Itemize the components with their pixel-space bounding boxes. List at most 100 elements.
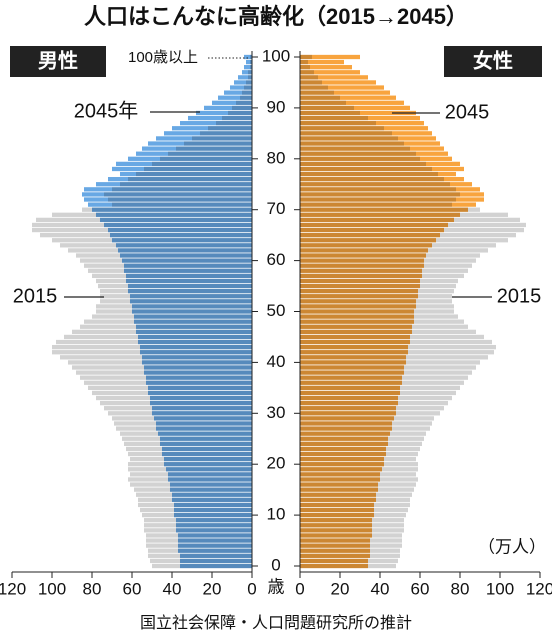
series-label: 2045年	[74, 99, 139, 122]
bar	[144, 365, 252, 370]
bar	[300, 360, 406, 365]
bar	[166, 467, 252, 472]
bar	[128, 288, 252, 294]
bar	[300, 421, 392, 426]
bar	[300, 350, 408, 355]
bar	[300, 243, 432, 248]
bar	[300, 273, 422, 279]
bar	[180, 558, 252, 564]
bar	[150, 395, 252, 401]
bar	[156, 136, 252, 141]
bar	[300, 217, 454, 223]
chart-title: 人口はこんなに高齢化（2015→2045）	[84, 4, 468, 29]
bar	[300, 110, 416, 116]
bar	[300, 182, 472, 187]
bar	[300, 563, 368, 569]
bar	[300, 411, 396, 416]
bar	[300, 146, 444, 151]
bar	[142, 146, 252, 151]
bar	[242, 70, 252, 75]
bar	[300, 472, 380, 477]
bar	[180, 121, 252, 126]
x-tick-label: 80	[83, 579, 102, 598]
bar	[144, 370, 252, 375]
x-tick-label: 20	[203, 579, 222, 598]
bar	[300, 375, 402, 380]
bar	[172, 126, 252, 131]
bar	[300, 512, 374, 518]
bar	[140, 350, 252, 355]
bar	[300, 253, 426, 258]
bar	[300, 319, 414, 324]
bar	[148, 141, 252, 146]
bar	[170, 487, 252, 492]
bar	[136, 151, 252, 156]
bar	[104, 222, 252, 228]
x-tick-label: 120	[0, 579, 26, 598]
bar	[172, 497, 252, 502]
bar	[134, 319, 252, 324]
bar	[300, 222, 448, 228]
bar	[300, 329, 412, 335]
x-tick-label: 0	[247, 579, 256, 598]
bar	[156, 426, 252, 431]
x-tick-label: 100	[38, 579, 66, 598]
y-tick-label: 50	[267, 301, 286, 320]
bar	[300, 192, 484, 197]
bar	[300, 161, 460, 167]
bar	[300, 90, 390, 95]
bar	[112, 166, 252, 172]
bar	[92, 207, 252, 212]
bar	[136, 329, 252, 335]
bar	[300, 507, 374, 513]
bar	[300, 65, 352, 70]
bar	[300, 400, 398, 406]
bar	[300, 126, 428, 131]
bars	[32, 54, 526, 569]
y-tick-label: 0	[271, 555, 280, 574]
bar	[300, 278, 420, 284]
bar	[84, 187, 252, 192]
bar	[300, 309, 414, 314]
bar	[300, 248, 428, 253]
bar	[178, 538, 252, 543]
bar	[300, 482, 378, 487]
bar	[300, 100, 404, 105]
right-label: 女性	[473, 48, 513, 72]
bar	[238, 75, 252, 80]
bar	[130, 299, 252, 304]
bar	[152, 406, 252, 411]
bar	[244, 54, 252, 60]
bar	[244, 65, 252, 70]
series-label: 2015	[497, 285, 542, 307]
bar	[300, 339, 410, 345]
bar	[300, 115, 420, 121]
bar	[158, 431, 252, 436]
bar	[300, 299, 416, 304]
bar	[300, 548, 370, 553]
bar	[300, 487, 378, 492]
x-tick-label: 40	[163, 579, 182, 598]
bar	[132, 309, 252, 314]
bar	[300, 451, 386, 457]
bar	[138, 339, 252, 345]
bar	[300, 380, 402, 385]
bar	[196, 110, 252, 116]
bar	[126, 278, 252, 284]
bar	[180, 553, 252, 558]
bar	[300, 385, 400, 390]
annotation: 100歳以上	[128, 49, 198, 66]
bar	[300, 406, 396, 411]
bar	[152, 411, 252, 416]
series-label: 2045	[445, 101, 490, 123]
bar	[112, 238, 252, 243]
bar	[300, 151, 448, 156]
bar	[300, 202, 476, 207]
bar	[300, 462, 384, 467]
bar	[300, 263, 424, 268]
bar	[300, 334, 410, 340]
bar	[96, 182, 252, 187]
source: 国立社会保障・人口問題研究所の推計	[140, 614, 412, 632]
bar	[300, 304, 416, 309]
